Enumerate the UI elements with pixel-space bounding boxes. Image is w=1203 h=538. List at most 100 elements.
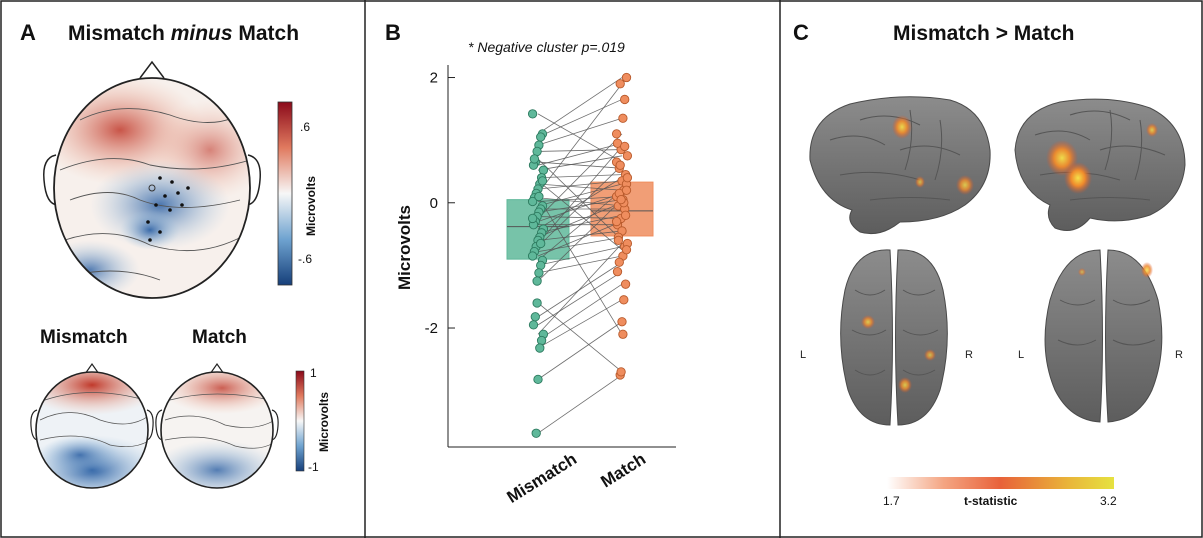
tstat-colorbar-min: 1.7 xyxy=(883,494,900,508)
point-mismatch xyxy=(536,132,546,142)
tstat-colorbar xyxy=(887,477,1114,489)
pair-line xyxy=(537,189,623,261)
x-tick-label-match: Match xyxy=(597,449,649,491)
tstat-colorbar-label: t-statistic xyxy=(964,494,1018,508)
point-match xyxy=(620,141,630,152)
pair-line xyxy=(537,83,623,194)
pair-line xyxy=(537,161,623,169)
y-axis-label: Microvolts xyxy=(395,205,414,290)
point-mismatch xyxy=(534,191,544,202)
pair-line xyxy=(537,236,623,253)
pair-line xyxy=(537,230,623,241)
mismatch-head-outline xyxy=(35,371,149,489)
mismatch-topo-title: Mismatch xyxy=(40,327,128,348)
pair-line xyxy=(537,202,623,238)
panel-c-title: Mismatch > Match xyxy=(893,22,1074,45)
y-tick-label: 0 xyxy=(430,195,438,212)
point-match xyxy=(621,185,632,195)
point-match xyxy=(618,329,628,339)
panel-a-title-italic: minus xyxy=(171,22,233,45)
point-mismatch xyxy=(538,165,549,175)
pair-line xyxy=(537,199,623,282)
right-hemi-label: R xyxy=(965,349,973,361)
pair-line xyxy=(537,149,623,152)
pair-line xyxy=(537,197,623,207)
conditions-colorbar xyxy=(295,370,305,472)
conditions-colorbar-tick-bottom: -1 xyxy=(308,460,319,474)
points xyxy=(527,72,633,438)
pair-lines xyxy=(537,77,623,434)
panel-b-letter: B xyxy=(385,20,401,45)
point-match xyxy=(612,267,623,277)
point-match xyxy=(621,72,632,83)
point-match xyxy=(615,79,625,89)
panel-c: C Mismatch > Match L R xyxy=(793,20,1186,508)
paired-plot: 2 0 -2 Microvolts Mismatch Match xyxy=(395,65,676,507)
point-mismatch xyxy=(527,213,538,224)
panel-c-letter: C xyxy=(793,20,809,45)
pair-line xyxy=(537,374,623,434)
point-mismatch xyxy=(527,251,538,261)
panel-b: B * Negative cluster p=.019 2 0 -2 Microvo… xyxy=(385,20,676,507)
pair-line xyxy=(537,196,623,202)
point-mismatch xyxy=(527,109,538,119)
point-mismatch xyxy=(536,335,547,346)
point-mismatch xyxy=(530,312,540,322)
cluster-annotation: * Negative cluster p=.019 xyxy=(468,39,625,55)
point-match xyxy=(622,173,633,183)
point-match xyxy=(618,113,628,123)
y-tick-label: -2 xyxy=(425,320,438,337)
point-match xyxy=(616,367,626,377)
x-tick-label-mismatch: Mismatch xyxy=(504,449,581,507)
pair-line xyxy=(537,117,623,146)
point-match xyxy=(620,279,631,289)
point-match xyxy=(613,235,624,245)
panel-a-title-part1: Mismatch xyxy=(68,22,171,45)
point-mismatch xyxy=(536,260,546,271)
pair-line xyxy=(537,158,623,241)
point-mismatch xyxy=(534,268,544,278)
panel-a-title-part2: Match xyxy=(233,22,300,45)
point-match xyxy=(619,295,629,305)
pair-line xyxy=(537,246,623,266)
point-match xyxy=(620,94,630,105)
left-hemi-label-2: L xyxy=(1018,349,1024,361)
pair-line xyxy=(537,180,623,251)
difference-topoplot xyxy=(43,60,261,299)
point-match xyxy=(621,245,632,255)
tstat-colorbar-max: 3.2 xyxy=(1100,494,1117,508)
pair-line xyxy=(537,146,623,244)
point-mismatch xyxy=(533,374,543,385)
point-match xyxy=(617,317,627,327)
diff-colorbar xyxy=(277,101,293,286)
pair-line xyxy=(537,283,623,341)
panel-a: A Mismatch minus Match xyxy=(20,20,331,489)
pair-line xyxy=(537,321,623,380)
point-match xyxy=(622,151,633,161)
point-match xyxy=(611,129,622,139)
left-hemi-label: L xyxy=(800,349,806,361)
pair-line xyxy=(537,271,623,326)
point-match xyxy=(616,194,626,205)
pair-line xyxy=(537,261,623,318)
point-match xyxy=(611,216,622,227)
left-lateral-brain xyxy=(809,96,991,235)
pair-line xyxy=(537,183,623,191)
pair-line xyxy=(537,192,623,222)
pair-line xyxy=(537,164,623,247)
point-mismatch xyxy=(535,343,545,353)
diff-colorbar-tick-bottom: -.6 xyxy=(298,252,312,266)
pair-line xyxy=(537,243,623,335)
match-topo-title: Match xyxy=(192,327,247,348)
right-top-brain: L R xyxy=(1018,249,1183,423)
pair-line xyxy=(537,155,623,171)
pair-line xyxy=(537,214,623,234)
point-match xyxy=(615,160,625,170)
right-lateral-brain xyxy=(1014,98,1186,231)
point-mismatch xyxy=(537,176,548,186)
point-match xyxy=(614,257,624,267)
conditions-colorbar-tick-top: 1 xyxy=(310,366,317,380)
significant-electrodes xyxy=(146,176,190,242)
